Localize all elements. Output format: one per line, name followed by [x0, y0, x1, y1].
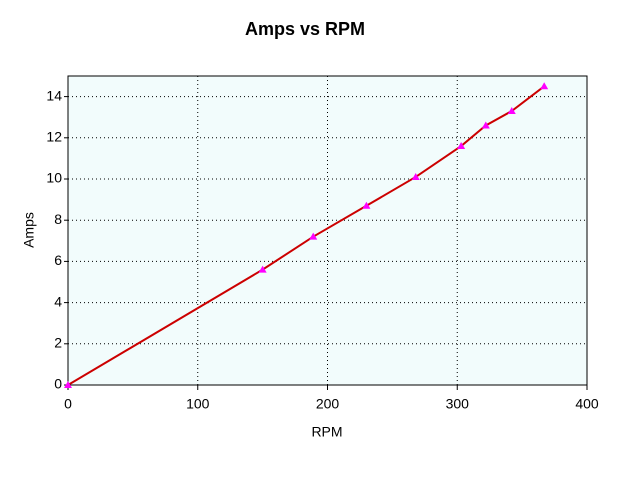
x-tick-label: 0 — [64, 396, 72, 412]
y-tick-label: 6 — [54, 252, 62, 268]
y-tick-label: 0 — [54, 376, 62, 392]
data-marker — [411, 172, 420, 180]
y-tick-label: 12 — [46, 129, 62, 145]
x-axis-label: RPM — [311, 424, 342, 440]
chart-title: Amps vs RPM — [245, 19, 365, 39]
y-tick-label: 2 — [54, 335, 62, 351]
y-tick-label: 10 — [46, 170, 62, 186]
data-marker — [362, 201, 371, 209]
x-tick-label: 100 — [186, 396, 210, 412]
x-tick-label: 200 — [316, 396, 340, 412]
y-tick-label: 8 — [54, 211, 62, 227]
data-marker — [309, 232, 318, 240]
data-marker — [457, 142, 466, 150]
data-marker — [481, 121, 490, 129]
x-tick-label: 400 — [575, 396, 599, 412]
x-tick-label: 300 — [446, 396, 470, 412]
y-tick-label: 4 — [54, 293, 62, 309]
data-marker — [64, 381, 72, 388]
y-tick-label: 14 — [46, 87, 62, 103]
y-axis-label: Amps — [21, 212, 37, 248]
data-marker — [507, 107, 516, 115]
data-marker — [258, 265, 267, 273]
data-marker — [540, 82, 549, 90]
